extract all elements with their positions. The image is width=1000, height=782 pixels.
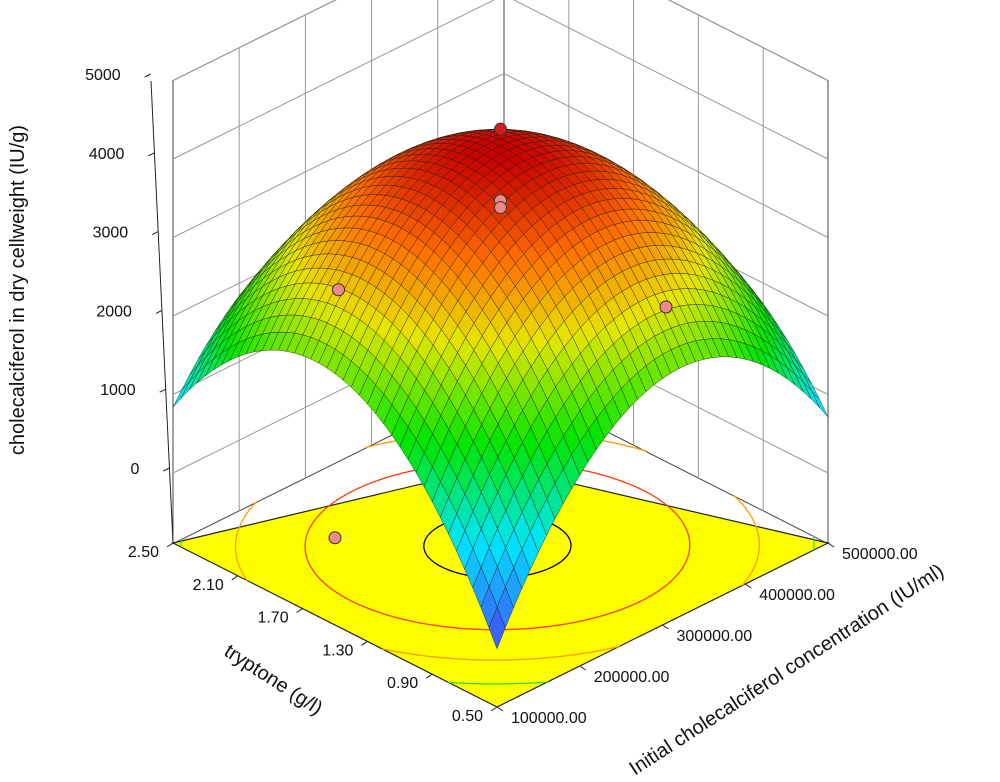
surface-facet xyxy=(488,606,506,650)
design-point xyxy=(494,122,507,136)
y-tick-label: 300000.00 xyxy=(677,628,753,645)
z-tick xyxy=(148,152,155,157)
z-axis-line xyxy=(150,80,174,544)
z-tick-label: 5000 xyxy=(85,67,121,84)
x-tick xyxy=(296,608,303,614)
z-tick-label: 2000 xyxy=(96,303,132,320)
x-tick xyxy=(425,673,433,679)
x-tick-label: 1.30 xyxy=(322,642,353,659)
response-surface xyxy=(172,128,829,650)
design-point xyxy=(494,201,507,215)
axes: 0 1000 2000 3000 4000 5000 0.50 0.90 1.30 1.70 2.1… xyxy=(85,67,918,727)
y-tick-label: 400000.00 xyxy=(759,587,835,604)
z-tick xyxy=(155,309,163,314)
z-tick-label: 3000 xyxy=(93,225,129,242)
y-tick xyxy=(827,542,835,548)
y-tick-label: 500000.00 xyxy=(842,546,918,563)
y-tick-label: 100000.00 xyxy=(511,710,587,727)
design-points xyxy=(328,122,673,545)
z-tick-label: 1000 xyxy=(100,382,136,399)
z-tick xyxy=(151,231,159,236)
z-tick xyxy=(144,73,151,78)
y-tick xyxy=(579,665,587,671)
x-tick xyxy=(361,640,368,646)
x-tick-label: 2.50 xyxy=(128,544,159,561)
x-axis-label: tryptone (g/l) xyxy=(220,640,326,720)
z-tick-label: 4000 xyxy=(89,146,125,163)
z-gridline xyxy=(172,72,829,238)
x-tick-label: 2.10 xyxy=(193,577,224,594)
design-point xyxy=(659,300,673,314)
z-gridline xyxy=(172,0,829,160)
design-point xyxy=(328,531,342,545)
y-tick xyxy=(744,583,752,589)
x-tick-label: 0.50 xyxy=(452,708,483,725)
z-tick xyxy=(159,388,166,393)
z-gridline xyxy=(172,0,829,81)
x-tick-label: 1.70 xyxy=(257,610,288,627)
z-tick xyxy=(163,467,170,472)
x-tick xyxy=(166,542,174,548)
x-tick-label: 0.90 xyxy=(387,675,418,692)
y-tick xyxy=(662,624,669,630)
design-point xyxy=(332,283,345,297)
y-tick xyxy=(496,706,504,712)
y-tick-label: 200000.00 xyxy=(594,669,670,686)
x-tick xyxy=(231,575,239,581)
x-tick xyxy=(490,706,498,712)
z-tick-label: 0 xyxy=(131,461,140,478)
z-axis-label: cholecalciferol in dry cellweight (IU/g) xyxy=(7,125,29,455)
